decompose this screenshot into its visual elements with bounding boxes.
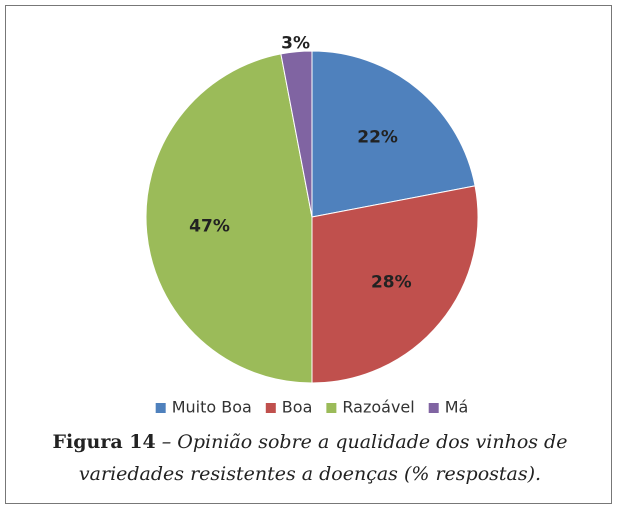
legend-swatch: [265, 403, 276, 413]
legend-swatch: [326, 403, 337, 413]
legend-text: Boa: [282, 398, 313, 417]
legend-swatch: [428, 403, 439, 413]
data-label: 28%: [371, 273, 412, 293]
chart: 22% 28% 47% 3% Muito Boa Boa Razoável Má: [145, 33, 479, 417]
data-label: 22%: [357, 128, 398, 148]
caption: Figura 14 – Opinião sobre a qualidade do…: [40, 426, 580, 490]
legend-swatch: [155, 403, 166, 413]
data-label: 47%: [189, 217, 230, 237]
pie-slice: [145, 53, 313, 384]
legend-text: Razoável: [342, 398, 414, 417]
figure-frame: [5, 5, 612, 504]
pie-slice: [311, 185, 479, 384]
legend-text: Má: [445, 398, 469, 417]
legend-text: Muito Boa: [172, 398, 252, 417]
caption-text: – Opinião sobre a qualidade dos vinhos d…: [78, 431, 568, 485]
data-label: 3%: [281, 33, 310, 53]
pie-slice: [311, 50, 476, 218]
pie-slice: [280, 50, 313, 218]
caption-label: Figura 14: [52, 431, 156, 453]
